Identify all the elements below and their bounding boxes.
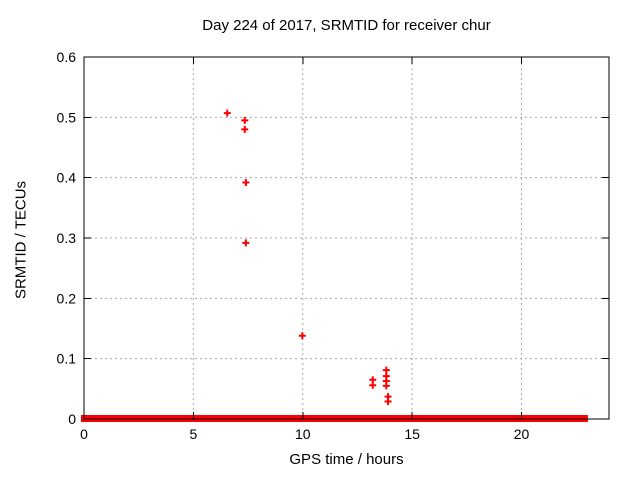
data-point-marker bbox=[384, 398, 392, 406]
data-point-marker bbox=[242, 239, 250, 247]
x-tick-label: 10 bbox=[295, 426, 311, 442]
y-tick-label: 0.3 bbox=[57, 230, 77, 246]
y-tick-label: 0.4 bbox=[57, 170, 77, 186]
data-point-marker bbox=[241, 125, 249, 133]
x-tick-label: 0 bbox=[80, 426, 88, 442]
data-point-marker bbox=[298, 332, 306, 340]
x-axis-label: GPS time / hours bbox=[289, 451, 404, 468]
data-point-marker bbox=[382, 382, 390, 390]
y-tick-label: 0 bbox=[68, 411, 76, 427]
data-point-marker bbox=[382, 366, 390, 374]
data-point-marker bbox=[242, 178, 250, 186]
data-point-marker bbox=[369, 381, 377, 389]
y-tick-label: 0.5 bbox=[57, 109, 77, 125]
y-tick-label: 0.6 bbox=[57, 49, 77, 65]
chart-title: Day 224 of 2017, SRMTID for receiver chu… bbox=[202, 17, 491, 34]
y-tick-label: 0.1 bbox=[57, 351, 77, 367]
data-point-marker bbox=[241, 116, 249, 124]
x-tick-label: 15 bbox=[404, 426, 420, 442]
data-point-marker bbox=[223, 109, 231, 117]
y-tick-label: 0.2 bbox=[57, 290, 77, 306]
x-tick-label: 5 bbox=[189, 426, 197, 442]
x-tick-label: 20 bbox=[514, 426, 530, 442]
